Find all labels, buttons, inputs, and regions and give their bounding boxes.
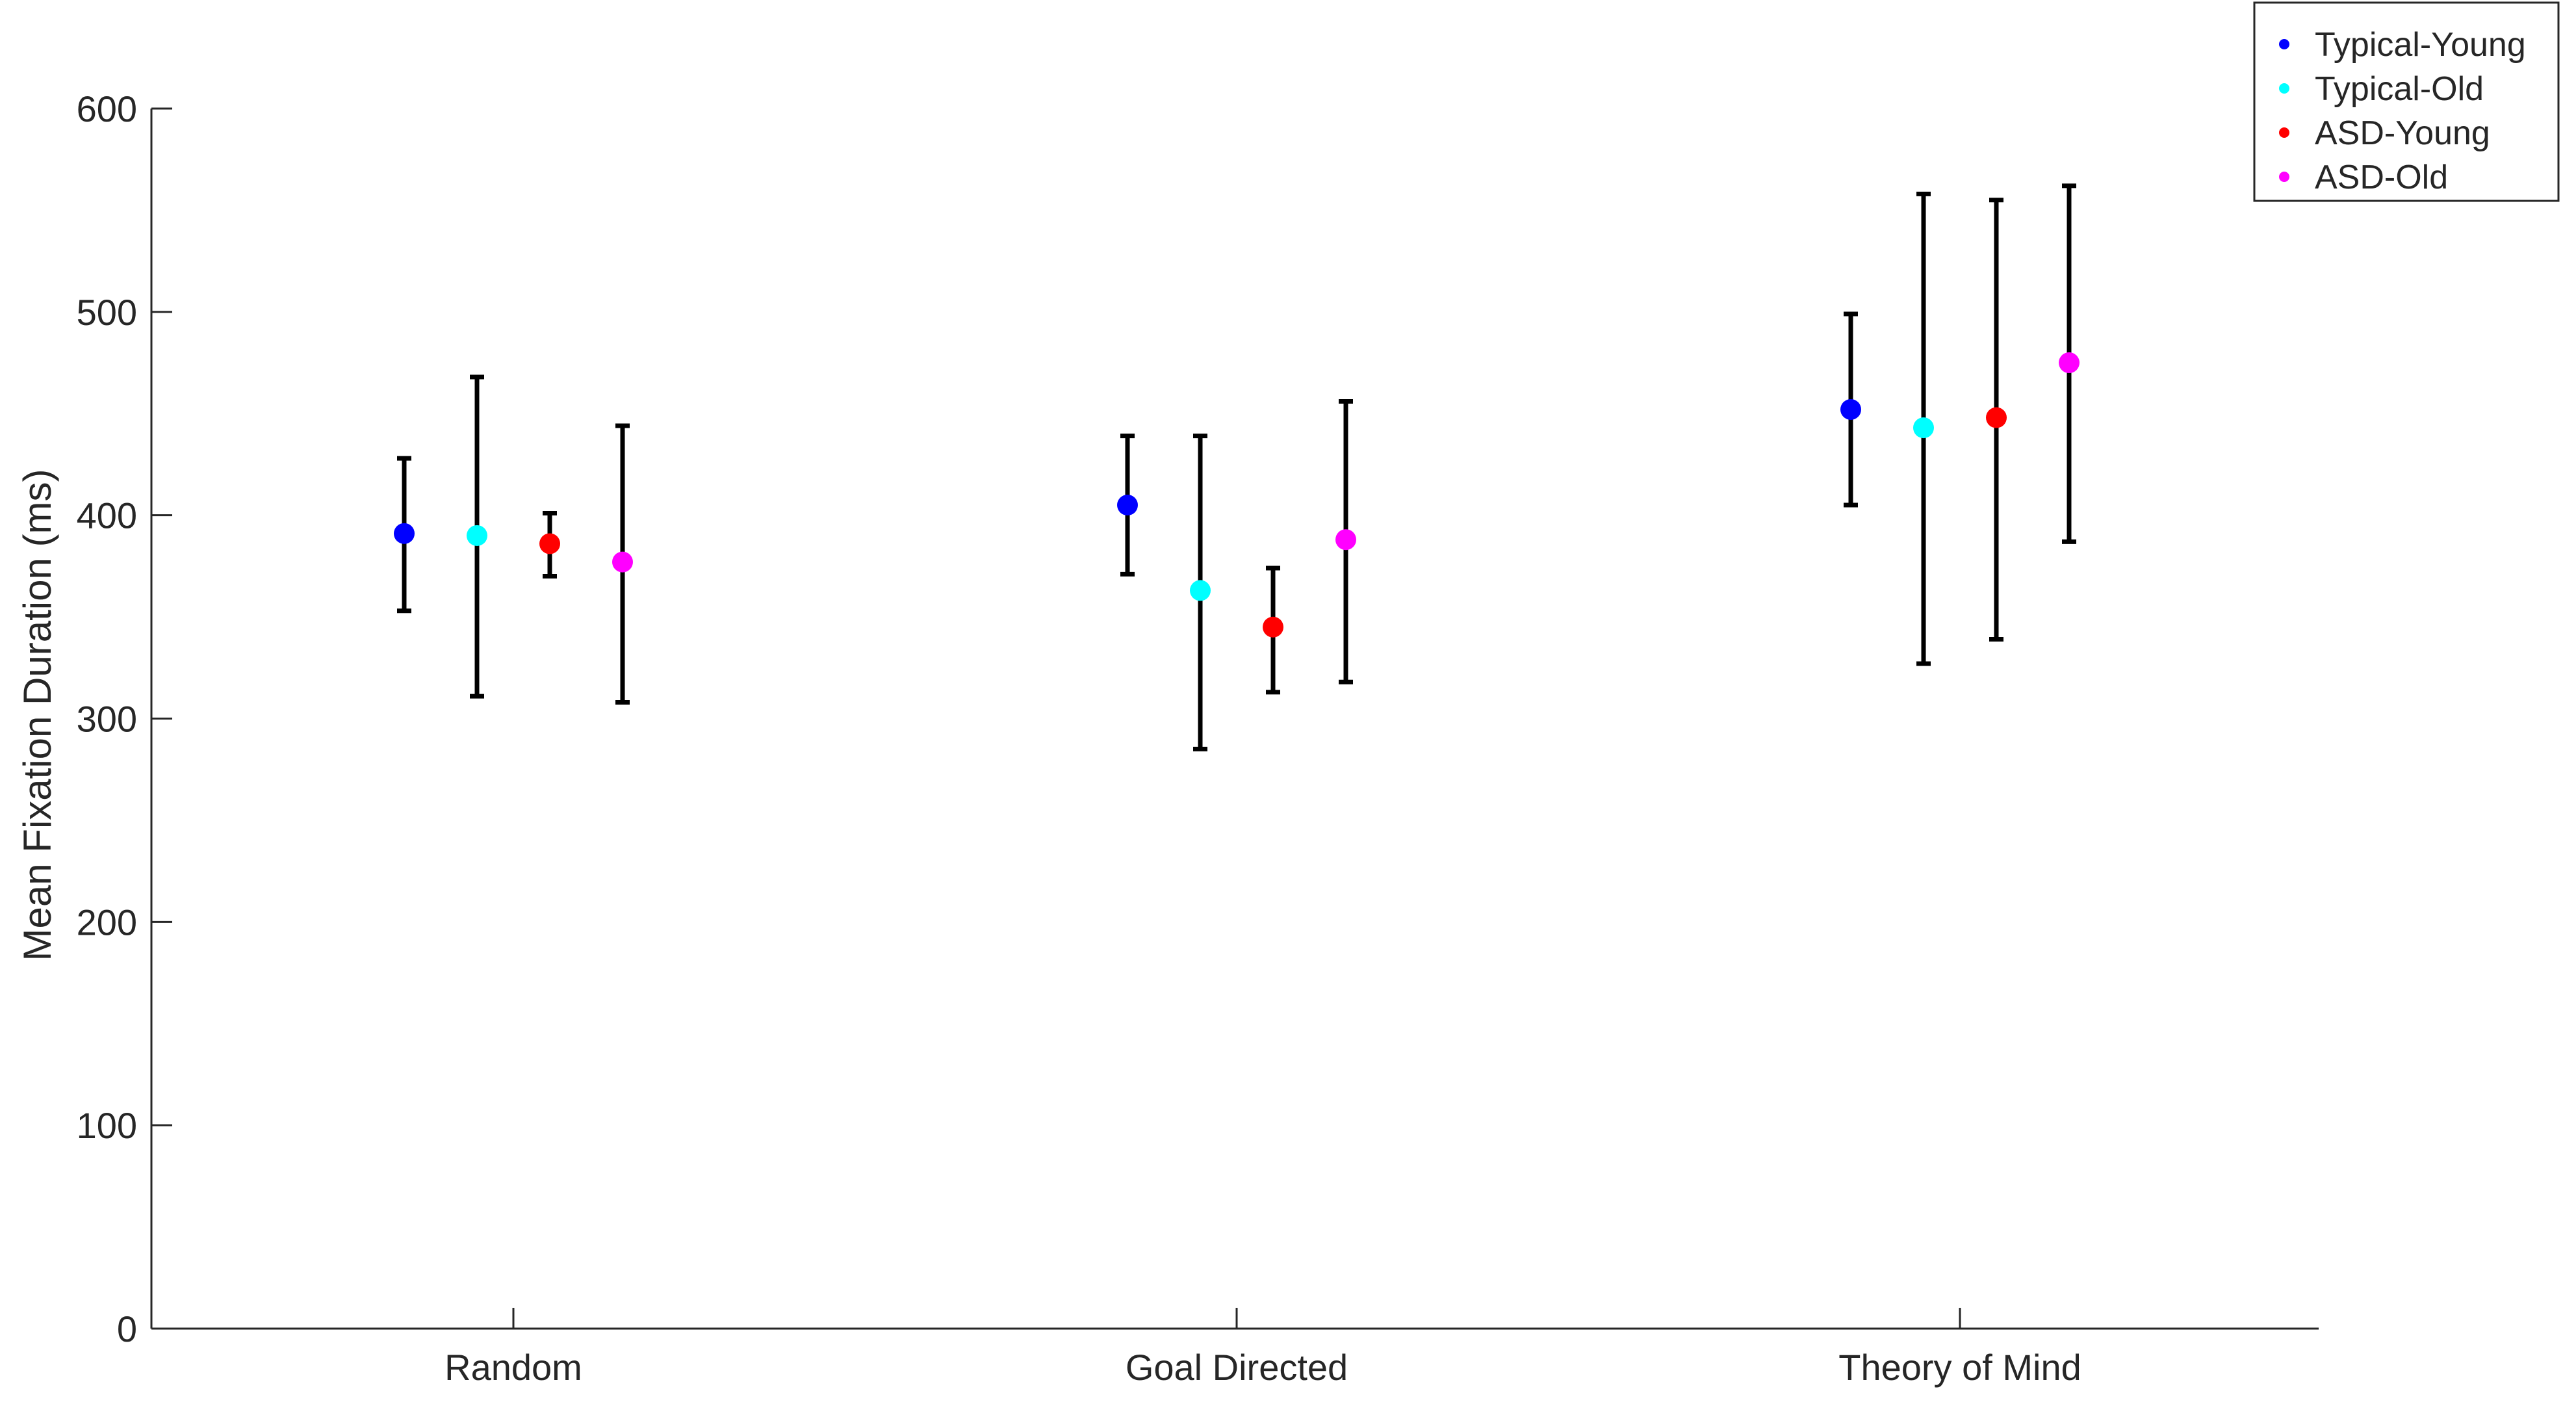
data-point <box>612 551 633 573</box>
axes: 0 100 200 300 400 500 600 Random Goal Directed Th… <box>77 88 2319 1388</box>
legend-entry-label: Typical-Old <box>2315 70 2484 108</box>
x-tick-label: Random <box>444 1347 582 1388</box>
data-point <box>1913 417 1934 439</box>
legend-entry-label: ASD-Old <box>2315 159 2448 196</box>
legend-entry-label: ASD-Young <box>2315 114 2490 152</box>
data-point <box>467 525 487 546</box>
y-axis-label: Mean Fixation Duration (ms) <box>16 469 59 961</box>
y-tick-label: 600 <box>77 88 137 129</box>
data-point <box>1986 407 2007 428</box>
y-tick-label: 500 <box>77 292 137 333</box>
y-tick-label: 100 <box>77 1105 137 1146</box>
data-point <box>1840 398 1861 420</box>
x-tick-label: Goal Directed <box>1126 1347 1348 1388</box>
legend-marker <box>2279 83 2289 94</box>
x-tick-label: Theory of Mind <box>1838 1347 2081 1388</box>
legend-marker <box>2279 127 2289 138</box>
legend-box <box>2253 1 2560 202</box>
y-tick-label: 0 <box>117 1308 137 1349</box>
data-point <box>1335 529 1356 551</box>
data-point <box>1190 580 1211 601</box>
data-point <box>1263 616 1283 638</box>
data-point <box>394 523 415 544</box>
data-point <box>2059 352 2080 374</box>
y-tick-label: 200 <box>77 902 137 942</box>
y-tick-label: 300 <box>77 699 137 740</box>
plot-marks <box>394 183 2080 751</box>
data-point <box>1117 495 1138 516</box>
legend-entry-label: Typical-Young <box>2315 26 2526 64</box>
legend-marker <box>2279 39 2289 49</box>
data-point <box>539 533 560 554</box>
legend-marker <box>2279 172 2289 182</box>
legend: Typical-Young Typical-Old ASD-Young ASD-Old <box>2253 1 2560 202</box>
y-tick-label: 400 <box>77 495 137 536</box>
